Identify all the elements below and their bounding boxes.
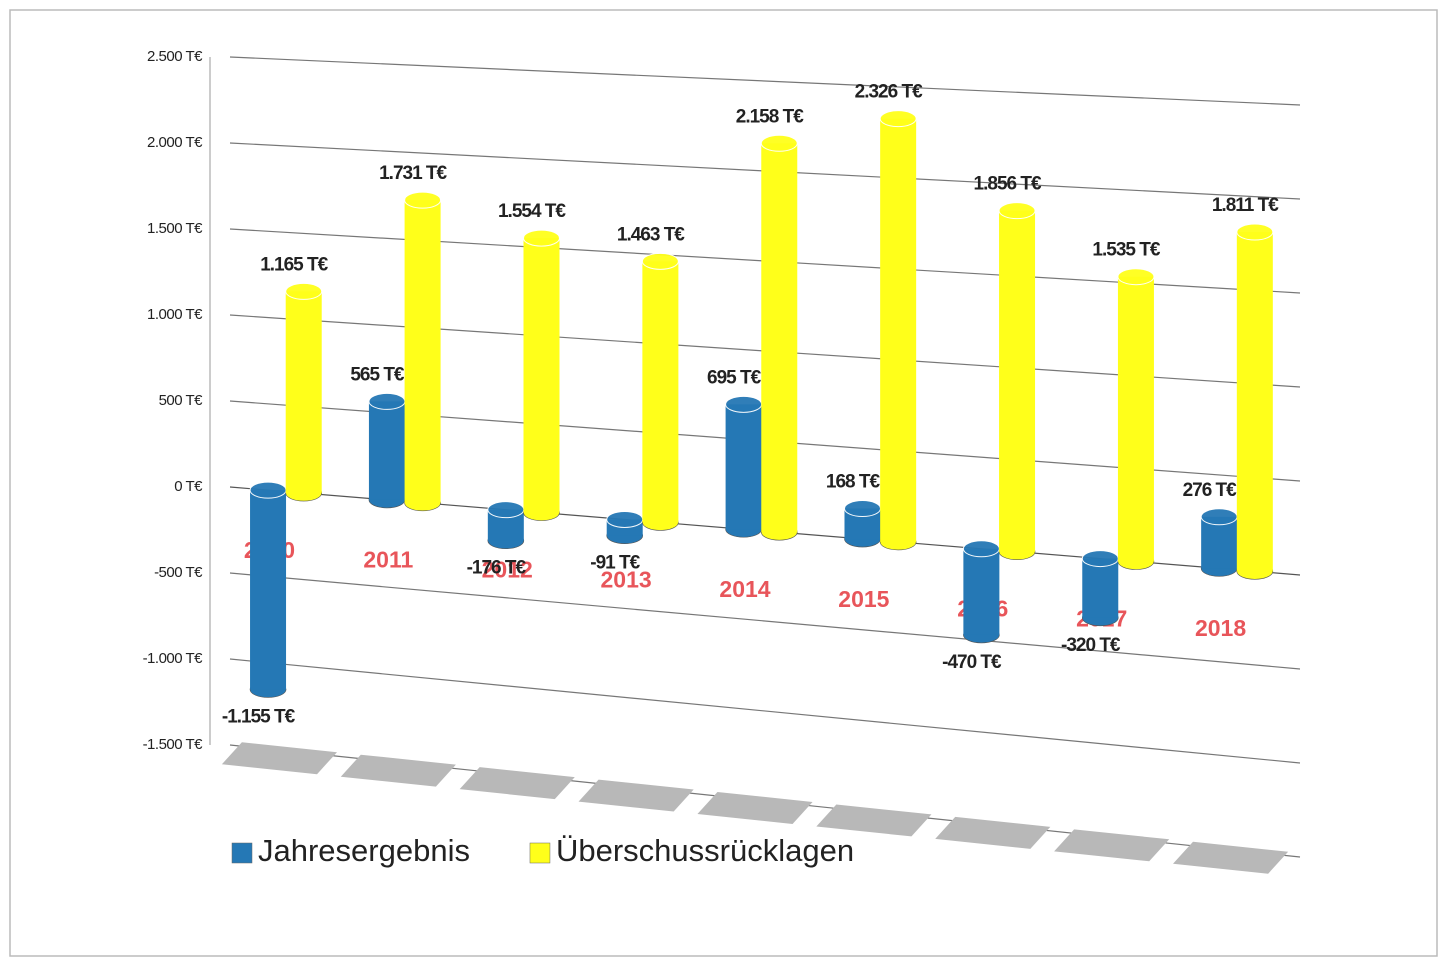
legend-label: Jahresergebnis (258, 833, 470, 868)
value-label: 1.463 T€ (617, 224, 685, 245)
x-tick-label: 2013 (601, 566, 652, 592)
value-label: 565 T€ (350, 364, 405, 385)
grid-line (229, 56, 1301, 106)
floor-tile (816, 804, 932, 837)
value-label: 695 T€ (707, 367, 762, 388)
value-label: 1.554 T€ (498, 201, 566, 222)
value-label: -320 T€ (1061, 635, 1121, 656)
bar-cap (522, 229, 560, 247)
value-label: -1.155 T€ (222, 706, 296, 727)
floor-tile (935, 816, 1051, 849)
floor-tile (1054, 829, 1170, 862)
y-tick-label: 2.500 T€ (147, 48, 203, 65)
value-label: -91 T€ (590, 553, 640, 574)
grid-line (229, 572, 1301, 670)
floor-tile (1173, 841, 1289, 874)
bar (1082, 558, 1119, 618)
frame (9, 9, 1438, 957)
bar-cap (998, 202, 1036, 220)
bar (1236, 232, 1273, 572)
bar (880, 118, 917, 542)
value-label: 1.535 T€ (1092, 240, 1160, 261)
value-label: 1.811 T€ (1212, 195, 1279, 216)
bar (523, 238, 560, 513)
x-tick-label: 2018 (1195, 615, 1246, 641)
bar-cap (285, 282, 323, 300)
y-tick-label: 2.000 T€ (147, 134, 203, 151)
bar (963, 548, 1000, 635)
value-label: -470 T€ (942, 652, 1002, 673)
legend-label: Überschussrücklagen (556, 833, 854, 868)
bar-cap (879, 110, 917, 128)
bar-cap (606, 510, 644, 528)
bar-cap (760, 134, 798, 152)
y-tick-label: 500 T€ (159, 392, 204, 409)
bar-cap (641, 252, 679, 270)
bar-cap (404, 191, 442, 209)
bar-cap (1117, 268, 1155, 286)
value-label: 2.158 T€ (736, 106, 804, 127)
legend-swatch (529, 842, 551, 864)
y-tick-label: -500 T€ (154, 564, 203, 581)
bar (725, 404, 762, 530)
floor-tile (221, 742, 337, 775)
bar (999, 210, 1036, 552)
y-tick-label: 1.000 T€ (147, 306, 203, 323)
floor-tile (578, 779, 694, 812)
y-tick-label: -1.000 T€ (143, 650, 204, 667)
value-label: 276 T€ (1183, 480, 1238, 501)
bar-cap (368, 392, 406, 410)
y-tick-label: 0 T€ (174, 478, 203, 495)
value-label: 2.326 T€ (855, 82, 923, 103)
bar-cap (1236, 223, 1274, 241)
bar (404, 200, 441, 503)
bar (1201, 516, 1238, 569)
bar-cap (1200, 508, 1238, 526)
bar (761, 143, 798, 533)
value-label: 1.165 T€ (260, 254, 328, 275)
x-tick-label: 2012 (482, 557, 533, 583)
bar-cap (725, 395, 763, 413)
bar-cap (843, 500, 881, 518)
value-label: 1.731 T€ (379, 163, 447, 184)
value-label: 1.856 T€ (974, 174, 1042, 195)
bar-cap (487, 501, 525, 519)
x-tick-label: 2015 (838, 586, 889, 612)
value-label: 168 T€ (826, 472, 881, 493)
bar (1117, 276, 1154, 562)
legend-swatch (231, 842, 253, 864)
bar (250, 490, 287, 690)
bar (642, 261, 679, 523)
bar (285, 291, 322, 494)
x-tick-label: 2011 (363, 547, 413, 573)
bar (368, 401, 405, 500)
floor-tile (459, 767, 575, 800)
value-label: -176 T€ (467, 558, 527, 579)
bar-cap (249, 481, 287, 499)
grid-line (229, 658, 1301, 764)
y-tick-label: -1.500 T€ (143, 736, 204, 753)
bar-cap (1081, 550, 1119, 568)
floor-tile (697, 792, 813, 824)
floor-tile (340, 754, 456, 787)
x-tick-label: 2014 (719, 576, 770, 602)
bar-cap (962, 540, 1000, 558)
y-tick-label: 1.500 T€ (147, 220, 203, 237)
